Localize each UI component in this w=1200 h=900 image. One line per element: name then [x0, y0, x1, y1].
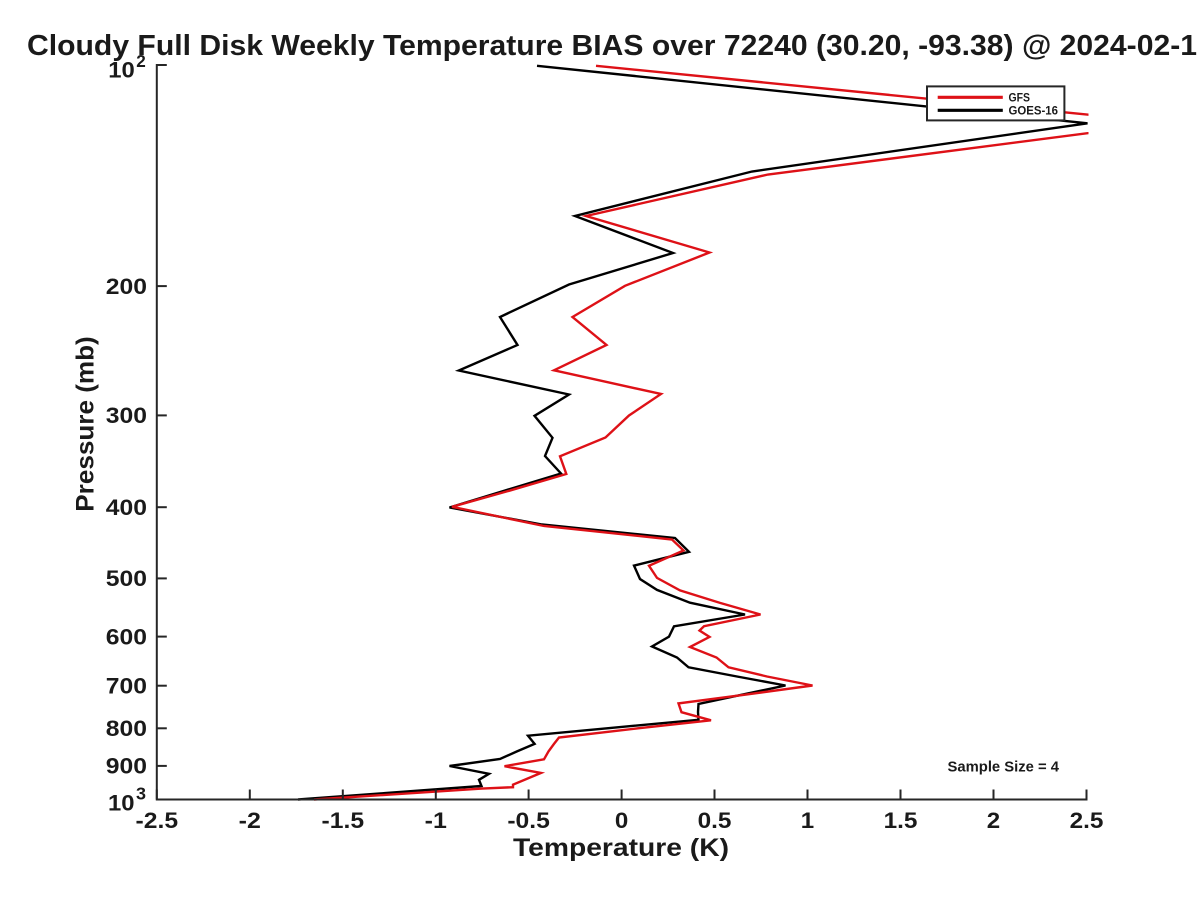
svg-text:Cloudy Full Disk Weekly Temper: Cloudy Full Disk Weekly Temperature BIAS…	[27, 29, 1197, 61]
svg-text:-1: -1	[425, 808, 447, 833]
svg-text:10: 10	[108, 57, 135, 82]
svg-text:0.5: 0.5	[698, 808, 732, 833]
svg-text:-0.5: -0.5	[507, 808, 550, 833]
svg-text:-1.5: -1.5	[322, 808, 365, 833]
svg-text:2: 2	[987, 808, 1000, 833]
svg-text:-2.5: -2.5	[136, 808, 179, 833]
svg-text:0: 0	[615, 808, 628, 833]
svg-text:2: 2	[136, 51, 146, 71]
svg-text:-2: -2	[239, 808, 261, 833]
svg-text:10: 10	[108, 790, 135, 815]
svg-text:800: 800	[106, 716, 147, 741]
svg-text:900: 900	[106, 754, 147, 779]
svg-text:Pressure (mb): Pressure (mb)	[73, 336, 100, 512]
svg-text:1: 1	[801, 808, 814, 833]
svg-text:700: 700	[106, 674, 147, 699]
svg-text:200: 200	[106, 274, 147, 299]
svg-text:1.5: 1.5	[884, 808, 918, 833]
svg-text:2.5: 2.5	[1070, 808, 1104, 833]
svg-text:3: 3	[136, 783, 146, 803]
svg-text:400: 400	[106, 495, 147, 520]
svg-text:300: 300	[106, 403, 147, 428]
svg-text:600: 600	[106, 624, 147, 649]
svg-text:500: 500	[106, 566, 147, 591]
svg-text:GFS: GFS	[1009, 93, 1031, 105]
svg-text:Sample Size = 4: Sample Size = 4	[948, 758, 1060, 775]
svg-text:Temperature (K): Temperature (K)	[513, 835, 729, 862]
svg-text:GOES-16: GOES-16	[1009, 106, 1059, 118]
